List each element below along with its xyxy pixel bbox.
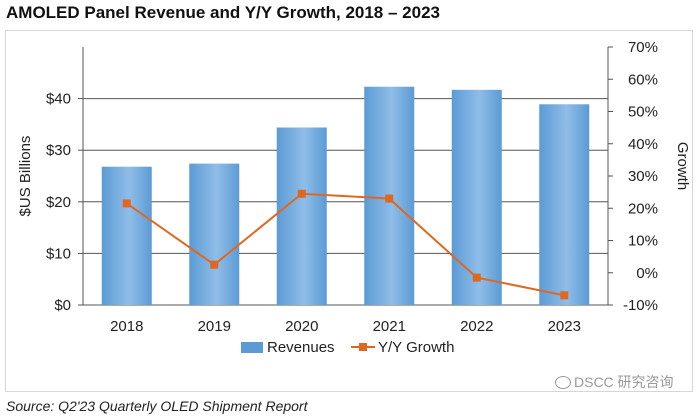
x-tick-label-2018: 2018	[110, 318, 143, 335]
source-note: Source: Q2'23 Quarterly OLED Shipment Re…	[6, 398, 308, 414]
left-tick-label: $30	[46, 142, 71, 159]
legend-label-revenues: Revenues	[267, 339, 335, 356]
growth-point-2023	[560, 291, 569, 300]
wechat-icon	[555, 376, 571, 389]
growth-line	[126, 192, 565, 297]
left-tick-label: $20	[46, 194, 71, 211]
legend-swatch-revenues	[241, 342, 263, 353]
growth-point-2018	[122, 199, 131, 208]
legend-marker-growth	[359, 343, 367, 351]
legend-label-growth: Y/Y Growth	[378, 339, 454, 356]
x-tick-label-2019: 2019	[198, 318, 231, 335]
bar-series	[101, 86, 590, 306]
bar-2018	[101, 166, 152, 305]
right-tick-label: 30%	[628, 168, 658, 185]
right-tick-label: 60%	[628, 71, 658, 88]
right-tick-label: 10%	[628, 233, 658, 250]
grid-lines	[83, 98, 608, 306]
right-tick-label: 40%	[628, 136, 658, 153]
chart-frame	[5, 30, 693, 392]
right-tick-label: -10%	[623, 297, 658, 314]
growth-line-series	[122, 189, 569, 300]
x-tick-label-2021: 2021	[373, 318, 406, 335]
legend: Revenues Y/Y Growth	[241, 339, 454, 356]
growth-point-2022	[472, 273, 481, 282]
watermark-text: DSCC 研究咨询	[574, 374, 674, 390]
right-tick-label: 50%	[628, 104, 658, 121]
watermark: DSCC 研究咨询	[555, 372, 674, 392]
x-tick-label-2020: 2020	[285, 318, 318, 335]
x-tick-label-2022: 2022	[460, 318, 493, 335]
bar-2019	[189, 163, 240, 305]
left-tick-label: $0	[54, 297, 71, 314]
left-tick-label: $10	[46, 245, 71, 262]
left-tick-label: $40	[46, 91, 71, 108]
growth-point-2021	[385, 194, 394, 203]
growth-point-2020	[297, 189, 306, 198]
left-axis-title: $US Billions	[17, 136, 34, 217]
axes: $0 $10 $20 $30 $40 -10% 0% 10% 20% 30% 40% 50% 60% 70…	[17, 39, 691, 335]
bar-2022	[451, 89, 502, 305]
x-tick-label-2023: 2023	[548, 318, 581, 335]
right-tick-label: 0%	[636, 265, 658, 282]
bar-2020	[276, 127, 327, 305]
right-tick-label: 20%	[628, 200, 658, 217]
growth-point-2019	[210, 260, 219, 269]
right-axis-title: Growth	[674, 142, 691, 190]
bar-2023	[539, 104, 590, 305]
chart-title: AMOLED Panel Revenue and Y/Y Growth, 201…	[6, 3, 440, 22]
right-tick-label: 70%	[628, 39, 658, 56]
